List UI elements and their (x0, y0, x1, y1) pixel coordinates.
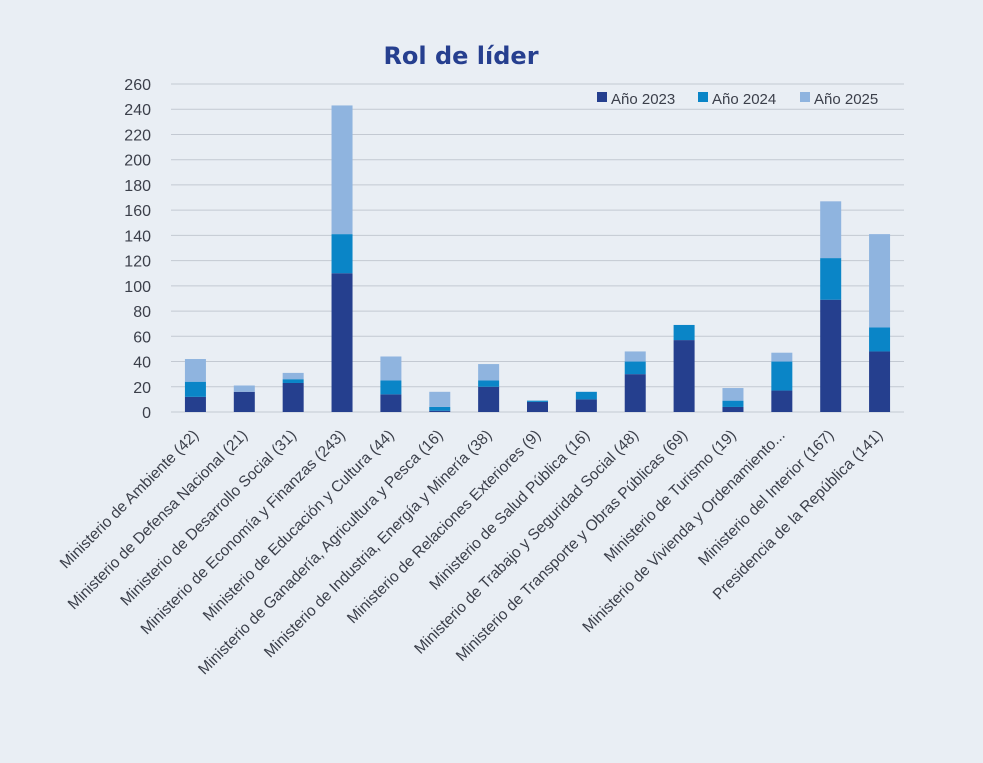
y-tick-label: 220 (124, 127, 151, 144)
y-tick-label: 0 (142, 405, 151, 422)
gridlines (171, 83, 904, 413)
bar-segment-2 (673, 324, 695, 341)
bar-segment-1 (380, 394, 402, 412)
bar-segment-3 (624, 351, 646, 362)
bar-segment-1 (478, 386, 500, 412)
y-tick-label: 160 (124, 203, 151, 220)
bar-segment-2 (575, 391, 597, 400)
y-tick-label: 100 (124, 279, 151, 296)
bar-segment-3 (184, 359, 206, 382)
legend-label: Año 2024 (712, 91, 776, 108)
bar-segment-2 (722, 400, 744, 407)
chart-title: Rol de líder (383, 42, 538, 70)
bar-segment-1 (722, 406, 744, 412)
y-tick-label: 40 (133, 355, 151, 372)
bar-segment-3 (869, 234, 891, 328)
bar-segment-1 (527, 401, 548, 412)
bar-segment-1 (869, 351, 891, 412)
bar-segment-2 (820, 258, 842, 300)
bar-segment-2 (331, 234, 353, 274)
x-tick-label: Ministerio de Industria, Energía y Miner… (261, 427, 495, 661)
bar-segment-2 (282, 379, 304, 383)
bar-segment-2 (869, 327, 891, 352)
bar-segment-2 (380, 380, 402, 395)
bar-segment-3 (282, 372, 304, 380)
y-tick-label: 20 (133, 380, 151, 397)
y-tick-label: 260 (124, 77, 151, 94)
bar-segment-2 (624, 361, 646, 375)
legend-swatch (800, 92, 810, 102)
y-tick-label: 60 (133, 329, 151, 346)
bar-segment-1 (771, 390, 793, 412)
bar-segment-1 (331, 273, 353, 412)
bar-segment-3 (820, 201, 842, 259)
bar-segment-1 (575, 399, 597, 412)
legend: Año 2023 Año 2024 Año 2025 (597, 91, 878, 108)
bars (184, 105, 891, 412)
bar-segment-2 (527, 400, 548, 402)
y-axis: 0 20 40 60 80 100 120 140 160 180 200 220 240 260 (124, 77, 151, 422)
x-tick-label: Ministerio de Transporte y Obras Pública… (453, 427, 691, 665)
bar-segment-3 (233, 385, 255, 392)
bar-segment-3 (380, 356, 402, 381)
bar-segment-2 (184, 381, 206, 397)
x-tick-label: Ministerio de Trabajo y Seguridad Social… (411, 427, 642, 658)
bar-segment-1 (429, 410, 451, 412)
bar-segment-3 (478, 364, 500, 381)
bar-segment-3 (771, 352, 793, 362)
bar-segment-1 (184, 396, 206, 412)
bar-segment-1 (624, 374, 646, 412)
y-tick-label: 120 (124, 254, 151, 271)
y-tick-label: 80 (133, 304, 151, 321)
bar-segment-3 (429, 391, 451, 407)
legend-swatch (698, 92, 708, 102)
y-tick-label: 180 (124, 178, 151, 195)
bar-segment-1 (233, 391, 255, 412)
y-tick-label: 240 (124, 102, 151, 119)
legend-swatch (597, 92, 607, 102)
x-tick-label: Ministerio de Defensa Nacional (21) (65, 427, 251, 613)
x-tick-label: Ministerio de Desarrollo Social (31) (117, 427, 300, 610)
legend-label: Año 2025 (814, 91, 878, 108)
legend-label: Año 2023 (611, 91, 675, 108)
bar-segment-1 (282, 382, 304, 412)
bar-segment-1 (820, 299, 842, 412)
x-axis: Ministerio de Ambiente (42)Ministerio de… (57, 427, 887, 678)
y-tick-label: 140 (124, 228, 151, 245)
bar-segment-2 (429, 406, 451, 411)
bar-segment-3 (722, 388, 744, 401)
y-tick-label: 200 (124, 153, 151, 170)
bar-segment-3 (331, 105, 353, 235)
bar-segment-2 (478, 380, 500, 387)
bar-segment-2 (771, 361, 793, 391)
bar-segment-1 (673, 340, 695, 412)
